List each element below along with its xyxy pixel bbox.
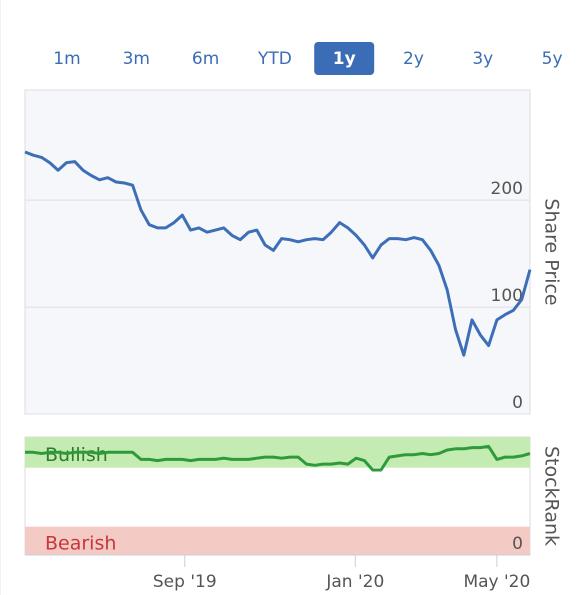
tab[interactable]: 5y: [542, 49, 563, 69]
y-tick-label: 0: [512, 393, 523, 413]
y-tick-label: 100: [491, 286, 523, 306]
x-tick-label: Jan '20: [325, 572, 384, 592]
tab-active-bg: [314, 42, 375, 75]
line: [25, 444, 531, 472]
tab[interactable]: 3y: [472, 49, 493, 69]
x-tick-label: Sep '19: [153, 572, 217, 592]
tab[interactable]: 3m: [123, 49, 150, 69]
y-tick-label: 0: [512, 534, 523, 554]
band: [25, 526, 530, 555]
band-label: Bearish: [45, 532, 116, 554]
line: [24, 150, 532, 357]
plot-area: [24, 89, 531, 415]
tab[interactable]: 1m: [53, 49, 80, 69]
tab[interactable]: YTD: [257, 49, 292, 69]
y-tick-label: 200: [491, 179, 523, 199]
tab[interactable]: 1y: [333, 49, 356, 69]
axis-label: StockRank: [541, 446, 563, 546]
tab[interactable]: 6m: [192, 49, 219, 69]
x-tick-label: May '20: [463, 572, 530, 592]
band-label: Bullish: [45, 444, 108, 466]
axis-label: Share Price: [541, 198, 563, 305]
tab[interactable]: 2y: [403, 49, 424, 69]
